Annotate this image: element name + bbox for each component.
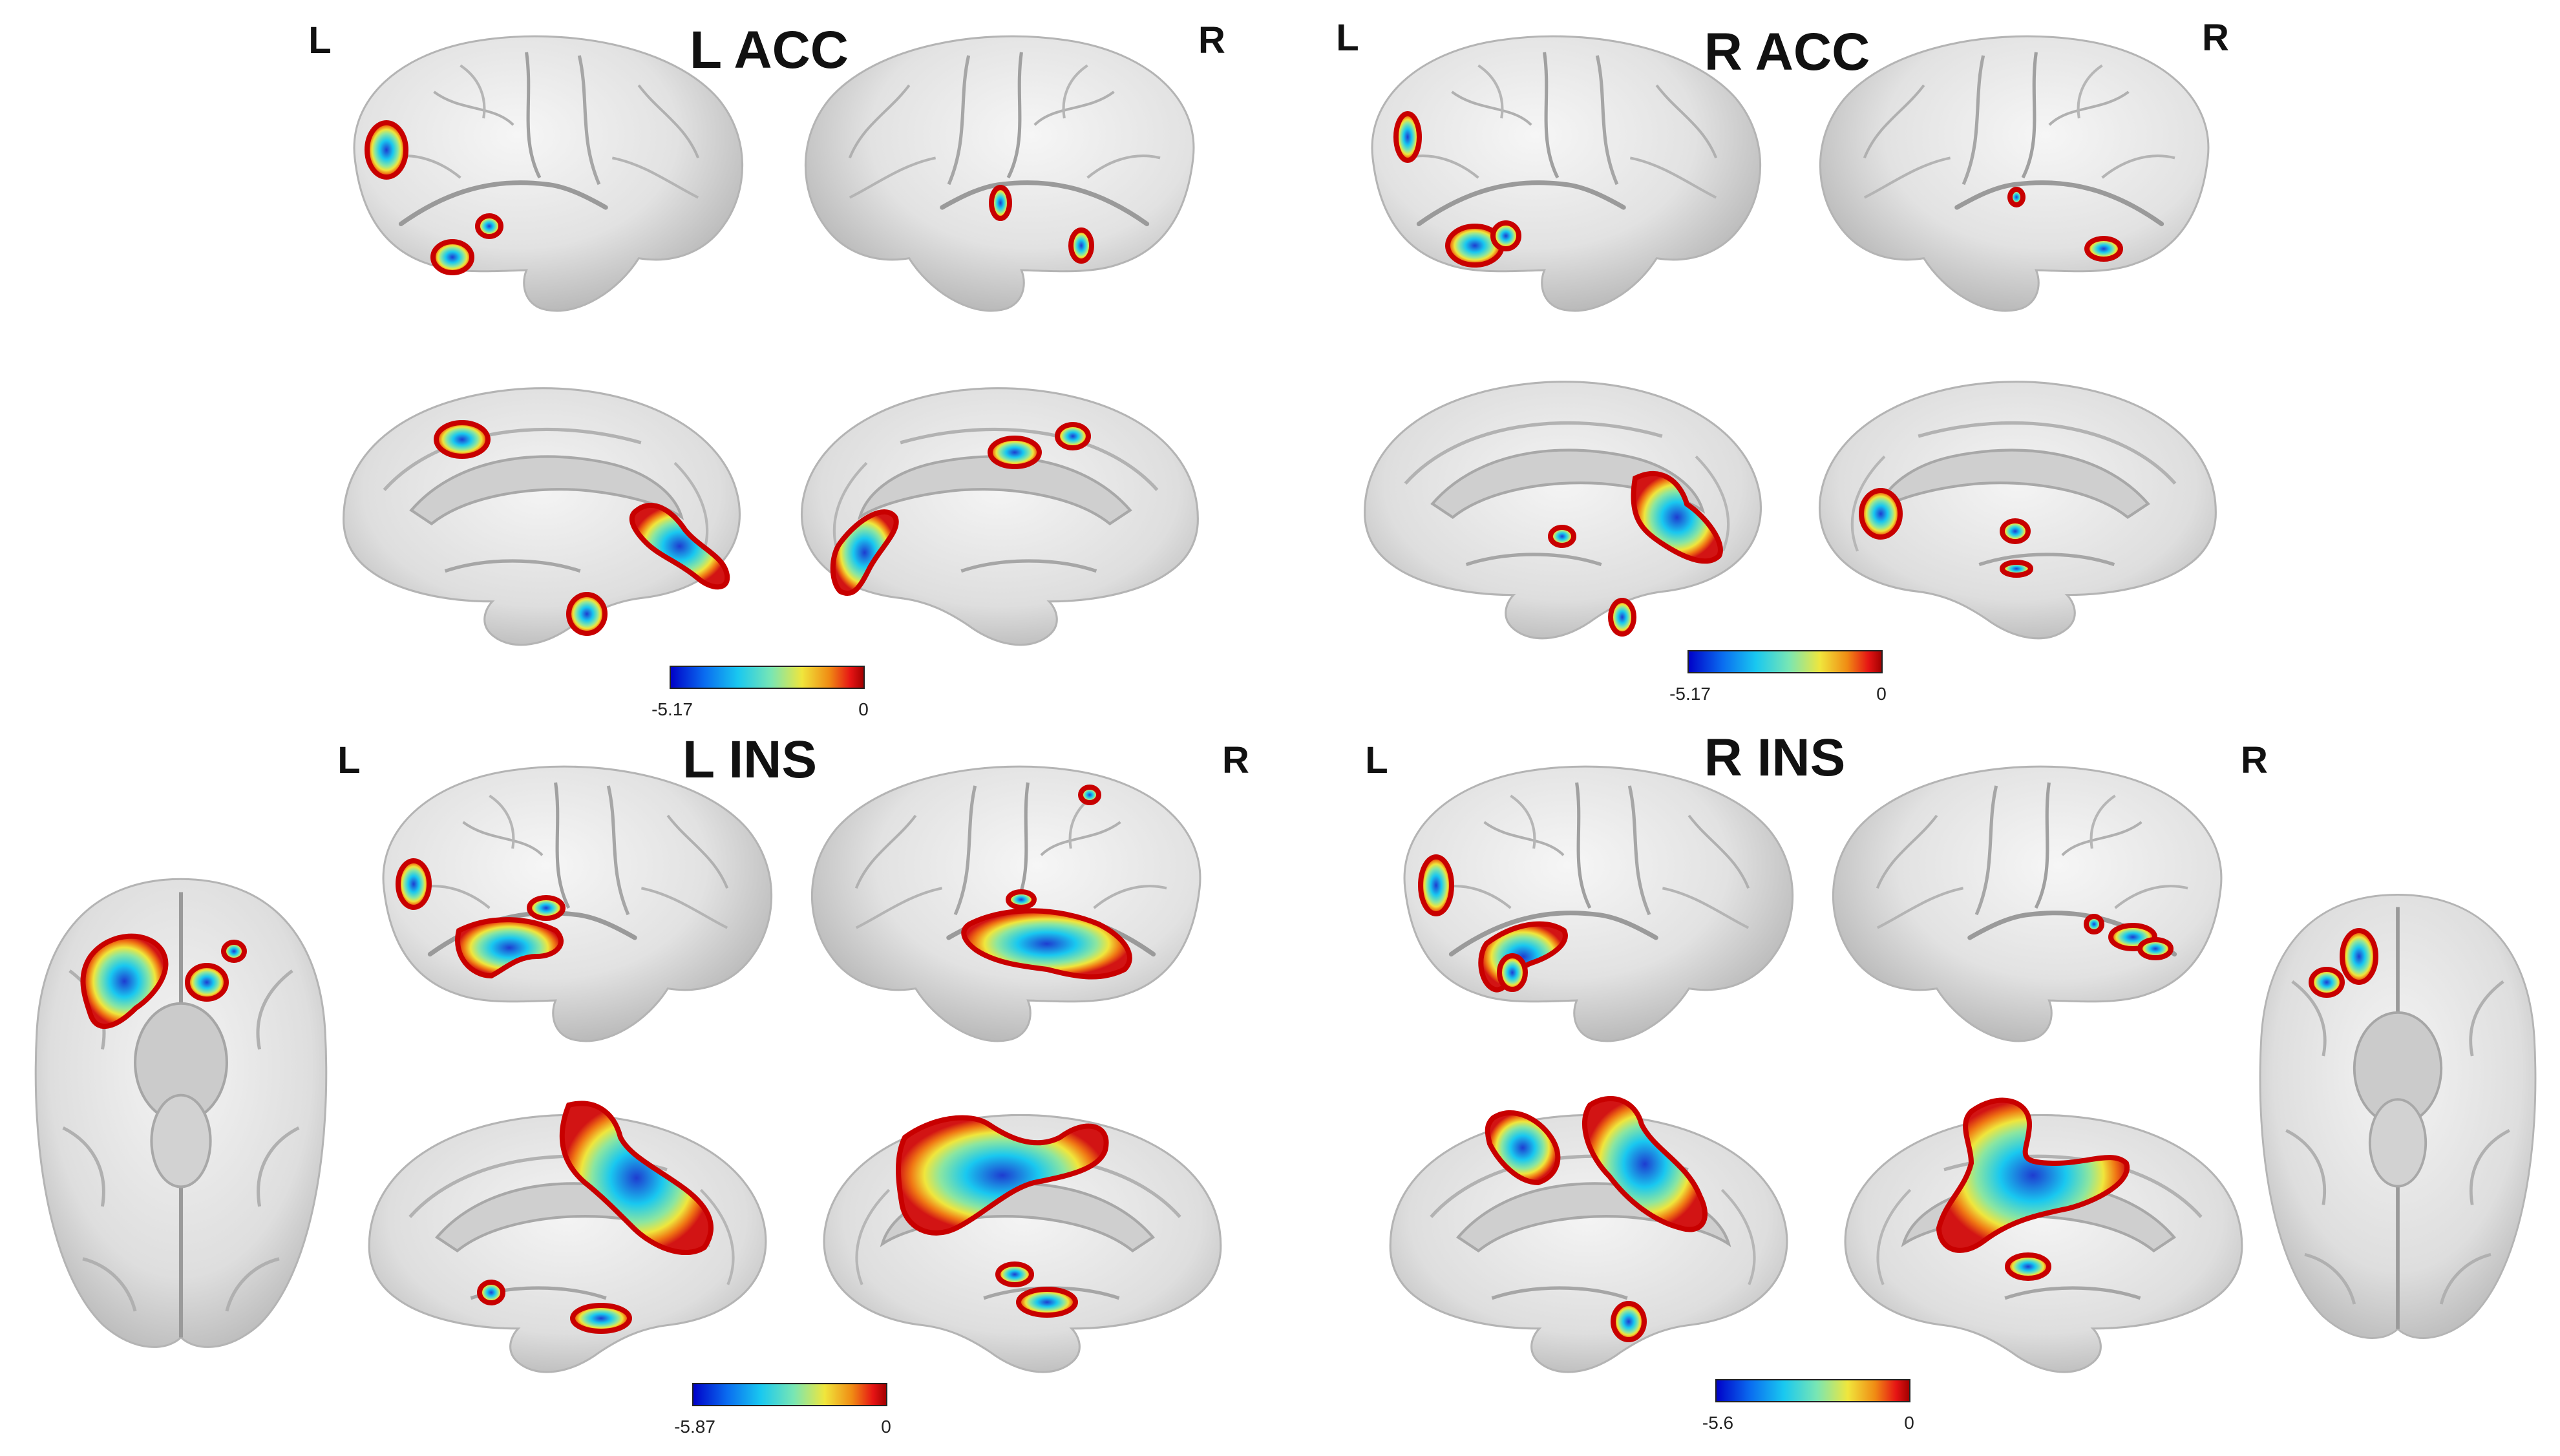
activation-blob-icon xyxy=(1485,1110,1561,1186)
activation-blobs xyxy=(365,120,1094,636)
brain-lateral-left-icon xyxy=(1404,766,1793,1041)
activation-blob-icon xyxy=(430,239,474,275)
colorbar-min-label: -5.87 xyxy=(674,1417,715,1437)
activation-blob-icon xyxy=(2340,928,2378,985)
brain-medial-left-icon xyxy=(344,388,740,645)
brain-lateral-left-icon xyxy=(1372,36,1761,311)
panel-title: R INS xyxy=(1704,728,1846,787)
activation-blob-icon xyxy=(396,858,432,910)
activation-blob-icon xyxy=(1608,598,1636,637)
colorbar-min-label: -5.17 xyxy=(651,699,693,719)
activation-blob-icon xyxy=(995,1261,1034,1287)
panel-r-ins: R INS L R -5.6 0 xyxy=(1365,728,2535,1433)
activation-blob-icon xyxy=(2005,1252,2051,1281)
panel-title: L ACC xyxy=(690,21,849,79)
activation-blob-icon xyxy=(527,895,566,921)
colorbar-max-label: 0 xyxy=(1904,1413,1914,1433)
activation-blob-icon xyxy=(1055,422,1091,450)
activation-blob-icon xyxy=(434,420,491,459)
activation-blob-icon xyxy=(559,1101,714,1255)
colorbar: -5.17 0 xyxy=(651,666,869,719)
brain-lateral-right-icon xyxy=(805,36,1194,311)
brain-lateral-left-icon xyxy=(383,766,772,1041)
panel-title: R ACC xyxy=(1704,23,1870,81)
brain-medial-left-icon xyxy=(1390,1115,1787,1372)
activation-blob-icon xyxy=(1548,525,1576,548)
colorbar-min-label: -5.17 xyxy=(1669,684,1711,704)
activation-blob-icon xyxy=(365,120,408,180)
left-hemisphere-label: L xyxy=(308,19,331,61)
activation-blob-icon xyxy=(896,1115,1109,1236)
activation-blob-icon xyxy=(988,436,1042,469)
brain-medial-left-icon xyxy=(1365,382,1761,638)
activation-blob-icon xyxy=(1611,1301,1647,1342)
colorbar-max-label: 0 xyxy=(858,699,869,719)
brain-medial-right-icon xyxy=(1845,1115,2242,1372)
brain-lateral-right-icon xyxy=(1833,766,2221,1041)
colorbar-gradient xyxy=(1687,650,1883,673)
brain-medial-right-icon xyxy=(802,388,1198,645)
activation-blob-icon xyxy=(566,592,608,636)
activation-blob-icon xyxy=(1068,227,1094,264)
left-hemisphere-label: L xyxy=(1365,739,1388,781)
brain-ventral-view-icon xyxy=(2260,894,2535,1338)
brain-lateral-left-icon xyxy=(354,36,743,311)
brain-lateral-right-icon xyxy=(1820,36,2208,311)
right-hemisphere-label: R xyxy=(1222,739,1249,781)
colorbar-gradient xyxy=(670,666,865,689)
activation-blob-icon xyxy=(1582,1096,1708,1232)
activation-blob-icon xyxy=(2084,914,2104,934)
panel-l-ins: L INS L R -5.87 0 xyxy=(36,730,1249,1437)
activation-blob-icon xyxy=(830,509,899,596)
activation-blob-icon xyxy=(1497,953,1528,992)
panel-r-acc: R ACC L R -5.17 0 xyxy=(1336,17,2229,704)
colorbar: -5.87 0 xyxy=(674,1383,891,1437)
activation-blob-icon xyxy=(2137,937,2174,960)
activation-blob-icon xyxy=(1490,220,1521,251)
activation-blob-icon xyxy=(2007,187,2026,207)
activation-blob-icon xyxy=(1393,111,1422,163)
activation-blob-icon xyxy=(1859,488,1903,540)
activation-blob-icon xyxy=(989,185,1012,221)
panel-l-acc: L ACC L R -5.17 0 xyxy=(308,19,1225,719)
activation-blobs xyxy=(1418,854,2378,1342)
activation-blob-icon xyxy=(80,933,169,1029)
activation-blob-icon xyxy=(1936,1097,2130,1253)
right-hemisphere-label: R xyxy=(1198,19,1225,61)
activation-blob-icon xyxy=(2000,518,2031,544)
activation-blob-icon xyxy=(1631,470,1723,564)
colorbar: -5.6 0 xyxy=(1702,1379,1914,1433)
left-hemisphere-label: L xyxy=(337,739,360,781)
colorbar-gradient xyxy=(1715,1379,1910,1402)
activation-blob-icon xyxy=(1418,854,1454,916)
activation-blob-icon xyxy=(2000,560,2033,578)
colorbar-gradient xyxy=(692,1383,887,1406)
right-hemisphere-label: R xyxy=(2241,739,2268,781)
brain-lateral-right-icon xyxy=(812,766,1200,1041)
brain-ventral-view-icon xyxy=(36,879,326,1347)
activation-blob-icon xyxy=(629,502,730,590)
activation-blob-icon xyxy=(1016,1287,1078,1318)
activation-blob-icon xyxy=(475,213,503,239)
activation-blob-icon xyxy=(185,963,229,1002)
colorbar: -5.17 0 xyxy=(1669,650,1887,704)
panel-title: L INS xyxy=(682,730,817,789)
right-hemisphere-label: R xyxy=(2202,17,2229,59)
activation-blob-icon xyxy=(221,940,247,963)
activation-blob-icon xyxy=(477,1280,505,1305)
colorbar-min-label: -5.6 xyxy=(1702,1413,1733,1433)
activation-blob-icon xyxy=(1078,785,1101,805)
activation-blob-icon xyxy=(2084,236,2123,262)
colorbar-max-label: 0 xyxy=(881,1417,891,1437)
activation-blob-icon xyxy=(455,917,564,979)
colorbar-max-label: 0 xyxy=(1876,684,1887,704)
activation-blob-icon xyxy=(2309,967,2345,998)
activation-blob-icon xyxy=(570,1303,632,1334)
activation-blob-icon xyxy=(1006,889,1037,910)
left-hemisphere-label: L xyxy=(1336,17,1359,59)
activation-blob-icon xyxy=(961,908,1132,980)
activation-blobs xyxy=(1393,111,2123,637)
activation-blobs xyxy=(80,785,1132,1334)
